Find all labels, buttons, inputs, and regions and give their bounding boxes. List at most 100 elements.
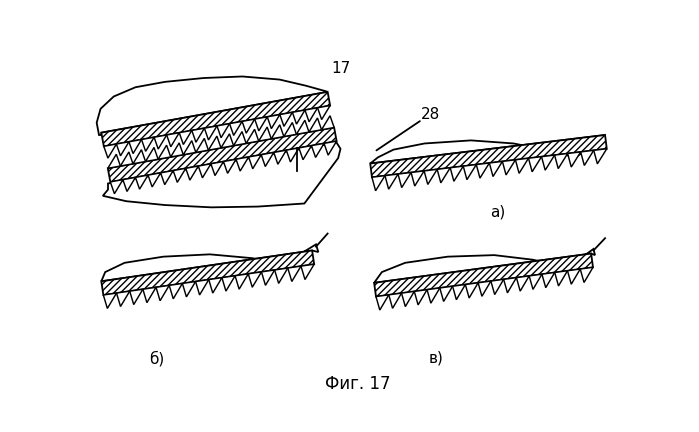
Polygon shape (389, 293, 401, 308)
Polygon shape (173, 168, 186, 182)
Polygon shape (182, 282, 196, 297)
Polygon shape (196, 138, 208, 152)
Polygon shape (374, 249, 595, 283)
Polygon shape (476, 163, 489, 178)
Polygon shape (280, 112, 292, 127)
Polygon shape (235, 274, 248, 289)
Polygon shape (117, 142, 129, 156)
Polygon shape (542, 155, 554, 170)
Polygon shape (317, 105, 330, 120)
Polygon shape (555, 271, 568, 286)
Polygon shape (186, 166, 199, 180)
Polygon shape (246, 129, 259, 143)
Polygon shape (204, 126, 217, 140)
Polygon shape (261, 270, 275, 286)
Polygon shape (156, 286, 169, 301)
Text: в): в) (428, 351, 444, 365)
Polygon shape (452, 285, 466, 300)
Polygon shape (217, 124, 229, 138)
Polygon shape (117, 291, 130, 307)
Polygon shape (288, 266, 301, 282)
Text: 28: 28 (421, 108, 440, 123)
Polygon shape (504, 278, 517, 293)
Polygon shape (322, 116, 334, 130)
Polygon shape (192, 128, 204, 142)
Polygon shape (236, 157, 249, 171)
Polygon shape (229, 121, 242, 136)
Polygon shape (517, 276, 529, 291)
Polygon shape (370, 135, 605, 163)
Polygon shape (450, 166, 463, 181)
Polygon shape (233, 132, 246, 146)
Polygon shape (376, 295, 389, 310)
Polygon shape (166, 133, 179, 147)
Polygon shape (148, 173, 161, 187)
Text: б): б) (150, 351, 165, 366)
Polygon shape (324, 141, 337, 155)
Polygon shape (292, 110, 305, 124)
Polygon shape (374, 254, 593, 297)
Polygon shape (398, 172, 411, 187)
Polygon shape (196, 280, 209, 295)
Polygon shape (437, 168, 450, 183)
Polygon shape (120, 152, 133, 166)
Polygon shape (401, 292, 415, 307)
Polygon shape (171, 143, 183, 157)
Polygon shape (309, 118, 322, 132)
Polygon shape (254, 117, 267, 131)
Polygon shape (108, 154, 120, 168)
Polygon shape (101, 92, 330, 146)
Polygon shape (271, 125, 284, 139)
Polygon shape (104, 144, 117, 158)
Polygon shape (183, 141, 196, 155)
Text: Фиг. 17: Фиг. 17 (325, 375, 391, 393)
Polygon shape (372, 176, 385, 191)
Polygon shape (101, 251, 314, 295)
Polygon shape (101, 245, 318, 281)
Polygon shape (284, 123, 296, 137)
Polygon shape (568, 269, 580, 284)
Polygon shape (209, 278, 222, 293)
Polygon shape (145, 147, 158, 162)
Polygon shape (478, 281, 491, 296)
Polygon shape (261, 152, 274, 166)
Polygon shape (554, 153, 568, 168)
Polygon shape (491, 280, 504, 295)
Polygon shape (489, 162, 503, 177)
Polygon shape (129, 140, 141, 153)
Polygon shape (466, 283, 478, 298)
Polygon shape (154, 135, 166, 149)
Polygon shape (528, 157, 542, 172)
Text: 17: 17 (331, 61, 351, 76)
Polygon shape (568, 152, 581, 167)
Polygon shape (248, 272, 261, 287)
Polygon shape (211, 162, 224, 175)
Polygon shape (593, 149, 607, 164)
Polygon shape (515, 158, 528, 173)
Polygon shape (296, 120, 309, 134)
Polygon shape (287, 148, 299, 162)
Polygon shape (141, 137, 154, 151)
Polygon shape (123, 178, 136, 191)
Polygon shape (463, 165, 476, 180)
Polygon shape (208, 136, 221, 150)
Polygon shape (580, 267, 593, 283)
Polygon shape (305, 108, 317, 122)
Polygon shape (169, 283, 182, 299)
Polygon shape (199, 164, 211, 178)
Polygon shape (179, 130, 192, 145)
Polygon shape (259, 127, 271, 141)
Polygon shape (222, 276, 235, 291)
Polygon shape (110, 180, 123, 194)
Polygon shape (224, 159, 236, 173)
Polygon shape (275, 268, 288, 283)
Polygon shape (411, 171, 424, 186)
Polygon shape (440, 286, 452, 302)
Polygon shape (427, 288, 440, 303)
Polygon shape (158, 145, 171, 159)
Polygon shape (161, 171, 173, 184)
Polygon shape (312, 143, 324, 157)
Polygon shape (130, 289, 143, 305)
Polygon shape (529, 274, 542, 289)
Polygon shape (503, 160, 515, 175)
